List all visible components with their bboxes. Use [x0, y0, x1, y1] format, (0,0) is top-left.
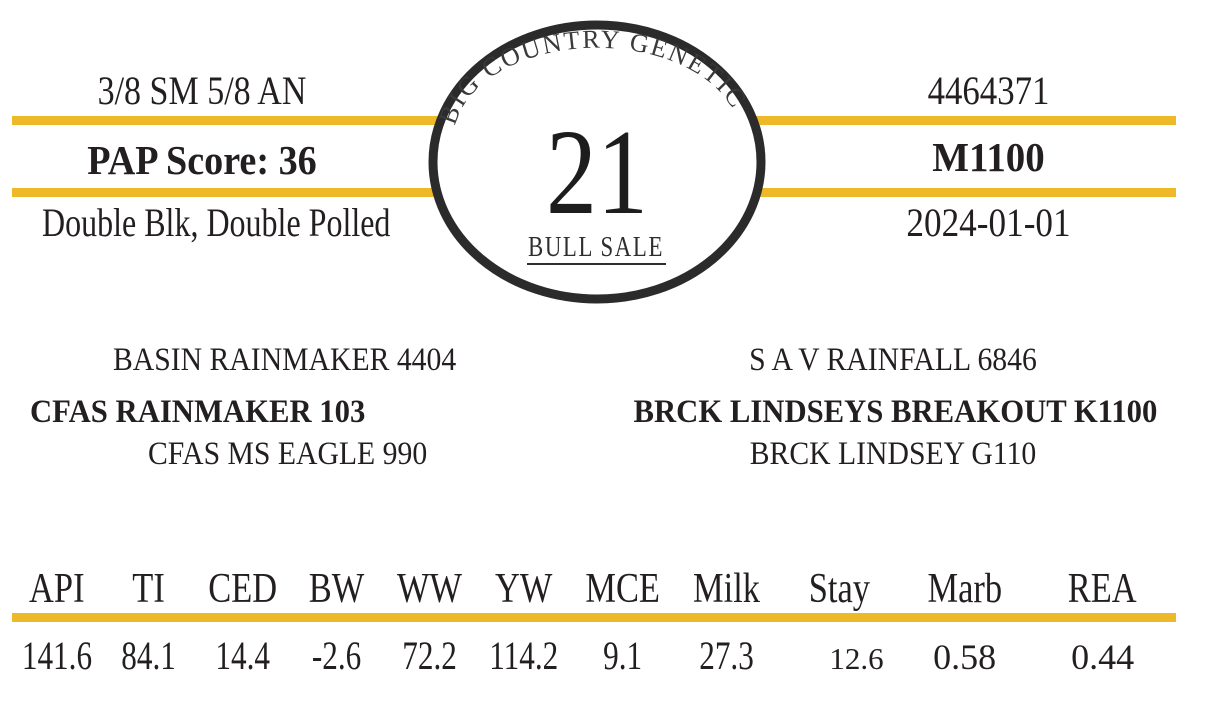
epd-column-header-stay: Stay [808, 566, 871, 612]
epd-value-milk: 27.3 [699, 633, 754, 678]
epd-table-header-row: API TI CED BW WW YW MCE Milk Stay Marb R… [12, 568, 1176, 610]
epd-column-header-ww: WW [397, 566, 463, 612]
epd-column-header-bw: BW [308, 566, 365, 612]
epd-column-header-milk: Milk [693, 566, 761, 612]
epd-column-header-mce: MCE [585, 566, 660, 612]
seal-bottom-text: BULL SALE [528, 232, 664, 263]
lot-number: 21 [546, 105, 648, 240]
sale-seal: BIG COUNTRY GENETICS 21 BULL SALE [420, 0, 766, 304]
sire-name: CFAS RAINMAKER 103 [30, 394, 366, 430]
sire-granddam: CFAS MS EAGLE 990 [148, 436, 428, 472]
epd-value-ced: 14.4 [215, 633, 270, 678]
epd-value-yw: 114.2 [489, 633, 559, 678]
epd-value-stay: 12.6 [829, 641, 884, 676]
birth-date: 2024-01-01 [906, 200, 1071, 245]
dam-name: BRCK LINDSEYS BREAKOUT K1100 [633, 394, 1158, 430]
epd-value-api: 141.6 [21, 633, 93, 678]
epd-value-mce: 9.1 [602, 633, 642, 678]
epd-table-divider-line [12, 613, 1176, 622]
epd-column-header-rea: REA [1068, 566, 1138, 612]
epd-column-header-api: API [29, 566, 85, 612]
epd-column-header-ced: CED [208, 566, 277, 612]
breed-composition: 3/8 SM 5/8 AN [97, 68, 307, 113]
epd-value-marb: 0.58 [933, 637, 997, 677]
epd-value-rea: 0.44 [1071, 637, 1135, 677]
sire-grandsire: BASIN RAINMAKER 4404 [113, 342, 457, 378]
epd-column-header-ti: TI [131, 566, 165, 612]
epd-column-header-marb: Marb [927, 566, 1002, 612]
tattoo-id: M1100 [932, 134, 1045, 180]
dam-grandsire: S A V RAINFALL 6846 [749, 342, 1037, 378]
epd-value-ti: 84.1 [120, 633, 176, 678]
seal-graphic: BIG COUNTRY GENETICS 21 BULL SALE [420, 0, 766, 304]
epd-table-value-row: 141.6 84.1 14.4 -2.6 72.2 114.2 9.1 27.3… [12, 636, 1176, 676]
dam-granddam: BRCK LINDSEY G110 [749, 436, 1037, 472]
epd-value-ww: 72.2 [402, 633, 458, 678]
traits-line: Double Blk, Double Polled [42, 200, 391, 245]
epd-value-bw: -2.6 [312, 633, 362, 678]
registration-number: 4464371 [927, 68, 1050, 113]
seal-border-ellipse [428, 20, 766, 304]
pap-score: PAP Score: 36 [87, 137, 317, 183]
epd-column-header-yw: YW [495, 566, 553, 612]
